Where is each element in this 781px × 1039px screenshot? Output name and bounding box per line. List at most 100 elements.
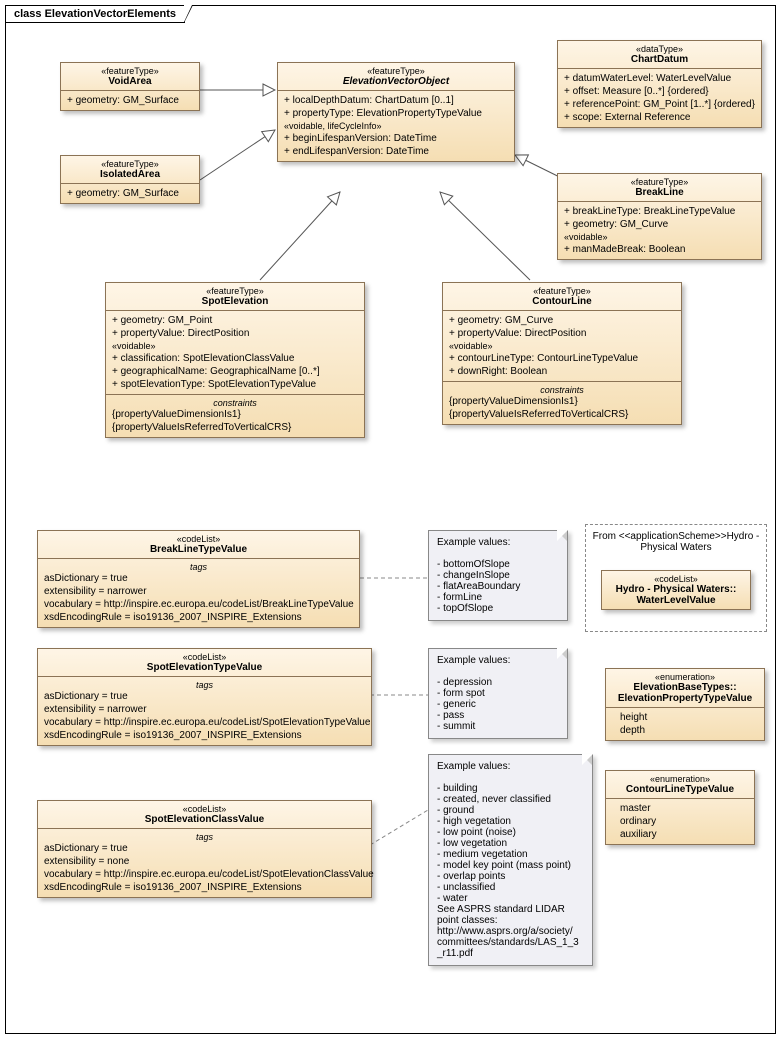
enum-value: auxiliary xyxy=(612,828,748,841)
tag: asDictionary = true xyxy=(44,572,353,585)
package-title: From <<applicationScheme>>Hydro - Physic… xyxy=(590,529,762,555)
note-item: - form spot xyxy=(437,688,559,699)
enum-value: master xyxy=(612,802,748,815)
attribute: + localDepthDatum: ChartDatum [0..1] xyxy=(284,94,508,107)
tag: vocabulary = http://inspire.ec.europa.eu… xyxy=(44,868,365,881)
attribute: + geometry: GM_Curve xyxy=(564,218,755,231)
note-item: - water xyxy=(437,893,584,904)
stereotype-label: «featureType» xyxy=(67,66,193,76)
stereotype-label: «featureType» xyxy=(449,286,675,296)
note-title: Example values: xyxy=(437,537,559,548)
note-item: - summit xyxy=(437,721,559,732)
attribute: + geographicalName: GeographicalName [0.… xyxy=(112,365,358,378)
class-name: BreakLineTypeValue xyxy=(44,544,353,555)
attribute: + datumWaterLevel: WaterLevelValue xyxy=(564,72,755,85)
constraint: {propertyValueIsReferredToVerticalCRS} xyxy=(112,421,358,434)
attribute: + spotElevationType: SpotElevationTypeVa… xyxy=(112,378,358,391)
tag: extensibility = narrower xyxy=(44,585,353,598)
class-name: Hydro - Physical Waters:: xyxy=(608,584,744,595)
class-chart-datum: «dataType» ChartDatum + datumWaterLevel:… xyxy=(557,40,762,128)
class-name: ElevationVectorObject xyxy=(284,76,508,87)
tags-label: tags xyxy=(44,832,365,842)
note-item: - topOfSlope xyxy=(437,603,559,614)
diagram-title-tab: class ElevationVectorElements xyxy=(5,5,185,23)
attribute: + propertyValue: DirectPosition xyxy=(112,327,358,340)
constraints-label: constraints xyxy=(449,385,675,395)
note-item: - changeInSlope xyxy=(437,570,559,581)
note-breakline-examples: Example values: - bottomOfSlope - change… xyxy=(428,530,568,621)
class-name-line2: ElevationPropertyTypeValue xyxy=(612,693,758,704)
tags-label: tags xyxy=(44,680,365,690)
note-item: - generic xyxy=(437,699,559,710)
enum-value: depth xyxy=(612,724,758,737)
stereotype-label: «dataType» xyxy=(564,44,755,54)
attribute: + geometry: GM_Surface xyxy=(67,94,193,107)
sub-stereotype: «voidable» xyxy=(564,231,755,243)
stereotype-label: «enumeration» xyxy=(612,774,748,784)
attribute: + geometry: GM_Point xyxy=(112,314,358,327)
sub-stereotype: «voidable, lifeCycleInfo» xyxy=(284,120,508,132)
class-name: ChartDatum xyxy=(564,54,755,65)
stereotype-label: «codeList» xyxy=(608,574,744,584)
note-item: committees/standards/LAS_1_3 xyxy=(437,937,584,948)
constraints-label: constraints xyxy=(112,398,358,408)
class-elevation-vector-object: «featureType» ElevationVectorObject + lo… xyxy=(277,62,515,162)
constraint: {propertyValueDimensionIs1} xyxy=(112,408,358,421)
class-elevation-property-type-value: «enumeration» ElevationBaseTypes:: Eleva… xyxy=(605,668,765,741)
class-contour-line: «featureType» ContourLine + geometry: GM… xyxy=(442,282,682,425)
class-isolated-area: «featureType» IsolatedArea + geometry: G… xyxy=(60,155,200,204)
class-name: SpotElevationTypeValue xyxy=(44,662,365,673)
tag: vocabulary = http://inspire.ec.europa.eu… xyxy=(44,598,353,611)
class-name-line2: WaterLevelValue xyxy=(608,595,744,606)
note-item: See ASPRS standard LIDAR xyxy=(437,904,584,915)
class-break-line: «featureType» BreakLine + breakLineType:… xyxy=(557,173,762,260)
attribute: + propertyValue: DirectPosition xyxy=(449,327,675,340)
attribute: + contourLineType: ContourLineTypeValue xyxy=(449,352,675,365)
stereotype-label: «codeList» xyxy=(44,652,365,662)
class-name: SpotElevation xyxy=(112,296,358,307)
tag: asDictionary = true xyxy=(44,842,365,855)
class-spot-elevation-type-value: «codeList» SpotElevationTypeValue tags a… xyxy=(37,648,372,746)
attribute: + geometry: GM_Surface xyxy=(67,187,193,200)
note-item: - depression xyxy=(437,677,559,688)
attribute: + scope: External Reference xyxy=(564,111,755,124)
class-name: SpotElevationClassValue xyxy=(44,814,365,825)
tag: extensibility = narrower xyxy=(44,703,365,716)
stereotype-label: «codeList» xyxy=(44,804,365,814)
attribute: + endLifespanVersion: DateTime xyxy=(284,145,508,158)
class-name: ContourLineTypeValue xyxy=(612,784,748,795)
attribute: + breakLineType: BreakLineTypeValue xyxy=(564,205,755,218)
tag: vocabulary = http://inspire.ec.europa.eu… xyxy=(44,716,365,729)
enum-value: height xyxy=(612,711,758,724)
sub-stereotype: «voidable» xyxy=(112,340,358,352)
attribute: + beginLifespanVersion: DateTime xyxy=(284,132,508,145)
stereotype-label: «featureType» xyxy=(284,66,508,76)
note-item: - ground xyxy=(437,805,584,816)
note-item: - building xyxy=(437,783,584,794)
tags-label: tags xyxy=(44,562,353,572)
attribute: + classification: SpotElevationClassValu… xyxy=(112,352,358,365)
stereotype-label: «featureType» xyxy=(564,177,755,187)
attribute: + referencePoint: GM_Point [1..*] {order… xyxy=(564,98,755,111)
note-title: Example values: xyxy=(437,761,584,772)
tag: asDictionary = true xyxy=(44,690,365,703)
note-item: - formLine xyxy=(437,592,559,603)
note-item: - model key point (mass point) xyxy=(437,860,584,871)
note-spotelev-class-examples: Example values: - building - created, ne… xyxy=(428,754,593,966)
note-item: http://www.asprs.org/a/society/ xyxy=(437,926,584,937)
note-item: - medium vegetation xyxy=(437,849,584,860)
enum-value: ordinary xyxy=(612,815,748,828)
stereotype-label: «featureType» xyxy=(112,286,358,296)
attribute: + manMadeBreak: Boolean xyxy=(564,243,755,256)
class-name: IsolatedArea xyxy=(67,169,193,180)
class-name: BreakLine xyxy=(564,187,755,198)
stereotype-label: «codeList» xyxy=(44,534,353,544)
note-item: - flatAreaBoundary xyxy=(437,581,559,592)
class-name: ElevationBaseTypes:: xyxy=(612,682,758,693)
class-contour-line-type-value: «enumeration» ContourLineTypeValue maste… xyxy=(605,770,755,845)
class-void-area: «featureType» VoidArea + geometry: GM_Su… xyxy=(60,62,200,111)
note-spotelev-type-examples: Example values: - depression - form spot… xyxy=(428,648,568,739)
note-item: - bottomOfSlope xyxy=(437,559,559,570)
note-item: - high vegetation xyxy=(437,816,584,827)
sub-stereotype: «voidable» xyxy=(449,340,675,352)
